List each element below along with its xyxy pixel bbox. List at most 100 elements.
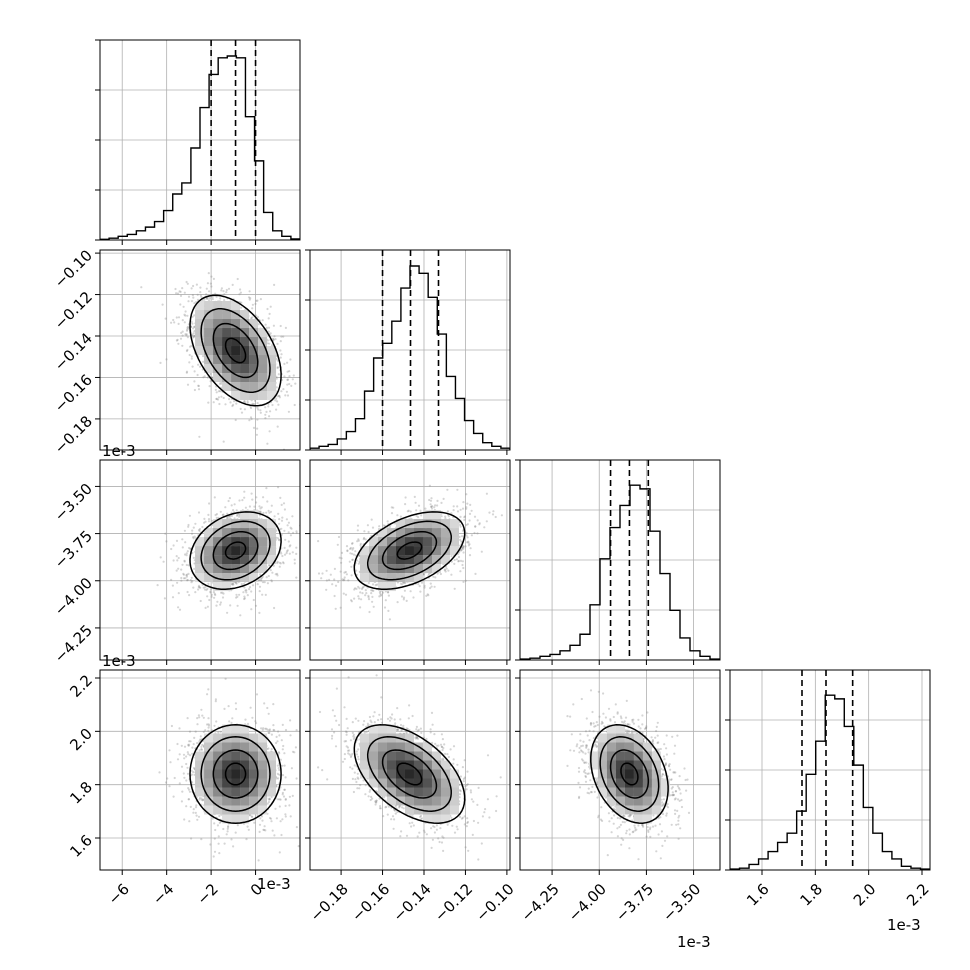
scatter-point — [417, 504, 421, 507]
scatter-point — [462, 566, 465, 570]
scatter-point — [199, 291, 202, 294]
density-cell — [267, 537, 277, 547]
scatter-point — [186, 590, 189, 594]
scatter-point — [344, 593, 348, 596]
scatter-point — [269, 332, 272, 335]
scatter-point — [229, 401, 232, 404]
scatter-point — [372, 605, 375, 608]
scatter-point — [304, 391, 306, 393]
density-cell — [213, 555, 223, 565]
scatter-point — [333, 567, 336, 571]
scatter-point — [236, 277, 239, 281]
density-blocks — [195, 301, 277, 401]
scatter-point — [343, 576, 346, 579]
scatter-point — [180, 331, 183, 334]
scatter-point — [336, 543, 339, 546]
scatter-point — [257, 323, 260, 326]
density-cell — [204, 537, 214, 547]
scatter-point — [286, 524, 289, 527]
scatter-point — [268, 415, 271, 418]
scatter-point — [217, 396, 220, 399]
scatter-point — [334, 607, 337, 610]
scatter-point — [278, 522, 281, 525]
scatter-point — [219, 510, 222, 513]
density-cell — [222, 328, 232, 338]
scatter-point — [283, 546, 286, 550]
scatter-point — [233, 503, 236, 506]
density-cell — [258, 546, 268, 556]
scatter-point — [186, 383, 190, 386]
scatter-point — [193, 370, 196, 373]
scatter-point — [235, 582, 238, 585]
scatter-point — [252, 598, 255, 602]
scatter-point — [271, 403, 274, 407]
scatter-point — [208, 297, 211, 300]
scatter-point — [256, 402, 259, 405]
scatter-point — [185, 280, 188, 284]
scatter-point — [371, 595, 374, 599]
scatter-point — [220, 382, 223, 385]
scatter-point — [305, 354, 307, 356]
density-cell — [231, 364, 241, 374]
scatter-point — [372, 589, 375, 593]
density-cell — [267, 546, 277, 556]
scatter-point — [187, 325, 190, 328]
scatter-point — [463, 518, 466, 522]
scatter-point — [462, 501, 465, 504]
scatter-point — [287, 521, 290, 524]
scatter-point — [303, 391, 305, 393]
scatter-point — [197, 363, 200, 366]
scatter-point — [275, 386, 278, 389]
scatter-point — [468, 512, 472, 516]
scatter-point — [177, 556, 180, 560]
scatter-point — [470, 509, 473, 512]
scatter-point — [254, 302, 257, 305]
density-cell — [213, 573, 223, 583]
scatter-point — [429, 587, 432, 590]
density-cell — [222, 355, 232, 365]
scatter-point — [179, 303, 182, 306]
scatter-point — [260, 506, 263, 509]
scatter-point — [197, 584, 201, 587]
scatter-point — [185, 563, 188, 567]
scatter-point — [467, 541, 470, 544]
scatter-point — [278, 396, 281, 399]
scatter-point — [353, 597, 356, 600]
scatter-point — [295, 576, 298, 579]
scatter-point — [264, 413, 267, 416]
scatter-point — [236, 595, 239, 598]
scatter-point — [207, 299, 211, 302]
scatter-point — [256, 299, 259, 302]
scatter-point — [222, 440, 225, 443]
scatter-point — [243, 490, 246, 493]
scatter-point — [367, 598, 371, 601]
scatter-point — [197, 384, 200, 387]
scatter-point — [269, 510, 273, 513]
scatter-point — [176, 292, 180, 295]
scatter-point — [265, 576, 268, 579]
density-cell — [267, 528, 277, 538]
scatter-point — [350, 600, 353, 603]
scatter-point — [203, 375, 206, 378]
scatter-point — [457, 560, 460, 563]
scatter-point — [222, 396, 225, 400]
scatter-point — [364, 594, 367, 597]
scatter-point — [459, 570, 462, 573]
scatter-point — [181, 319, 184, 322]
scatter-point — [356, 540, 359, 543]
scatter-point — [204, 520, 207, 523]
scatter-point — [272, 338, 275, 341]
scatter-point — [267, 574, 270, 578]
scatter-point — [221, 591, 224, 594]
scatter-point — [288, 382, 291, 386]
scatter-point — [282, 335, 285, 338]
scatter-point — [202, 376, 205, 379]
density-cell — [240, 337, 250, 347]
scatter-point — [436, 499, 439, 502]
density-cell — [267, 364, 277, 374]
scatter-point — [185, 575, 188, 578]
density-cell — [195, 310, 205, 320]
scatter-point — [362, 586, 365, 589]
scatter-point — [208, 502, 211, 505]
